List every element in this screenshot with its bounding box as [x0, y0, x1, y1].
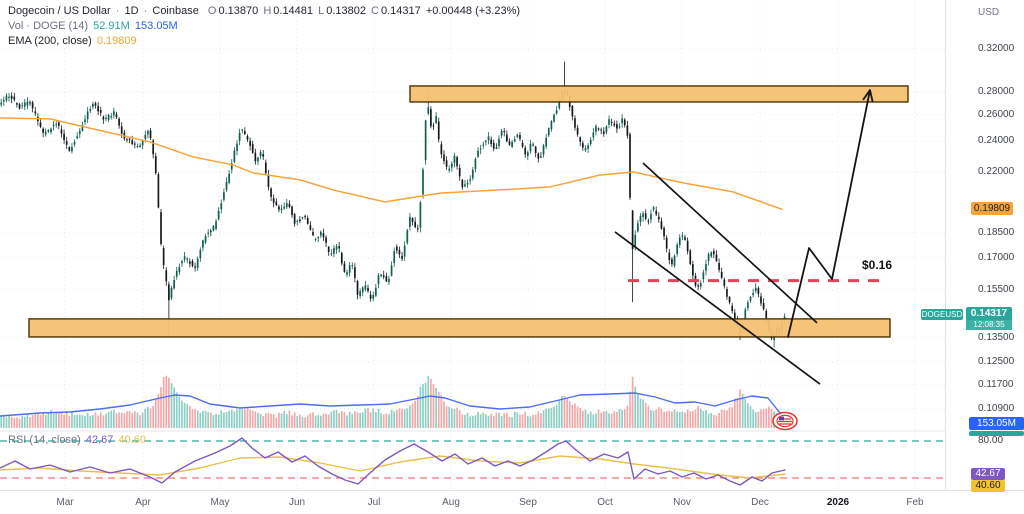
price-axis[interactable]: USD 0.32000 0.28000 0.26000 0.24000 0.22000 0…	[945, 0, 1024, 490]
ema-value: 0.19809	[96, 35, 137, 47]
interval-label: 1D	[124, 5, 139, 17]
ema-label: EMA (200, close)	[8, 35, 92, 47]
volume-value-badge-partial	[969, 431, 1024, 436]
price-tick: 0.24000	[978, 135, 1015, 146]
price-tick: 0.17000	[978, 252, 1015, 263]
time-tick: Apr	[135, 497, 151, 508]
time-tick: May	[210, 497, 230, 508]
price-tick: 0.18500	[978, 227, 1015, 238]
volume-layer	[0, 375, 786, 428]
price-tick: 0.22000	[978, 166, 1015, 177]
volume-legend[interactable]: Vol · DOGE (14) 52.91M 153.05M	[8, 20, 180, 33]
volume-ma-line	[0, 392, 781, 417]
price-tick: 0.28000	[978, 86, 1015, 97]
symbol-title: Dogecoin / US Dollar	[8, 5, 111, 17]
chart-canvas[interactable]	[0, 0, 945, 490]
price-tick: 80.00	[978, 435, 1004, 446]
rsi-label: RSI (14, close)	[8, 434, 81, 446]
resistance-zone[interactable]	[409, 85, 909, 103]
price-tick: 0.12500	[978, 356, 1015, 367]
time-tick: Feb	[906, 497, 924, 508]
price-tick: 0.32000	[978, 43, 1015, 54]
volume-value: 52.91M	[93, 20, 130, 32]
rsi-line	[0, 437, 786, 486]
time-tick: Jul	[367, 497, 381, 508]
time-tick: Dec	[751, 497, 769, 508]
open-value: 0.13870	[218, 5, 259, 17]
time-tick: Jun	[288, 497, 306, 508]
time-tick: Nov	[673, 497, 691, 508]
price-tick: 0.26000	[978, 109, 1015, 120]
symbol-chip-badge: DOGEUSD	[921, 309, 963, 320]
price-tick: 0.13500	[978, 332, 1015, 343]
trendline-lower[interactable]	[614, 231, 821, 385]
price-tick: 0.11700	[978, 379, 1014, 390]
time-tick: Aug	[442, 497, 460, 508]
last-price-badge: 0.14317 12:08:35	[966, 307, 1012, 330]
rsi-ma-value: 40.60	[118, 434, 146, 446]
rsi-ma-line	[0, 455, 786, 479]
trendline-upper[interactable]	[642, 162, 818, 324]
volume-label: Vol · DOGE (14)	[8, 20, 89, 32]
close-value: 0.14317	[381, 5, 421, 17]
last-price-value: 0.14317	[970, 308, 1008, 319]
time-tick: Oct	[597, 497, 613, 508]
us-flag-icon	[772, 411, 798, 431]
symbol-legend[interactable]: Dogecoin / US Dollar · 1D · Coinbase O 0.…	[8, 5, 521, 17]
time-tick: Sep	[519, 497, 537, 508]
rsi-legend[interactable]: RSI (14, close) 42.67 40.60	[8, 434, 148, 447]
time-tick: Mar	[56, 497, 74, 508]
projection-arrow[interactable]	[787, 89, 874, 338]
rsi-value-badge: 42.67	[971, 468, 1005, 480]
change-value: +0.00448 (+3.23%)	[425, 5, 521, 17]
exchange-label: Coinbase	[152, 5, 199, 17]
bar-countdown: 12:08:35	[966, 320, 1012, 330]
low-value: 0.13802	[326, 5, 366, 17]
price-tick: 0.10900	[978, 403, 1015, 414]
support-zone[interactable]	[28, 318, 891, 338]
price-target-label[interactable]: $0.16	[862, 258, 893, 272]
rsi-value: 42.67	[85, 434, 114, 446]
rsi-ma-value-badge: 40.60	[971, 480, 1005, 492]
time-axis[interactable]: Mar Apr May Jun Jul Aug Sep Oct Nov Dec 2026 Feb	[0, 490, 1024, 514]
time-tick: 2026	[826, 497, 850, 508]
ema-line	[0, 117, 783, 211]
currency-label: USD	[978, 7, 1000, 18]
ema-price-badge: 0.19809	[971, 202, 1013, 215]
price-tick: 0.15500	[978, 284, 1015, 295]
candlestick-layer	[0, 61, 786, 348]
high-value: 0.14481	[273, 5, 314, 17]
ema-legend[interactable]: EMA (200, close) 0.19809	[8, 35, 139, 48]
volume-ma-badge: 153.05M	[969, 417, 1024, 430]
volume-ma-value: 153.05M	[134, 20, 178, 32]
